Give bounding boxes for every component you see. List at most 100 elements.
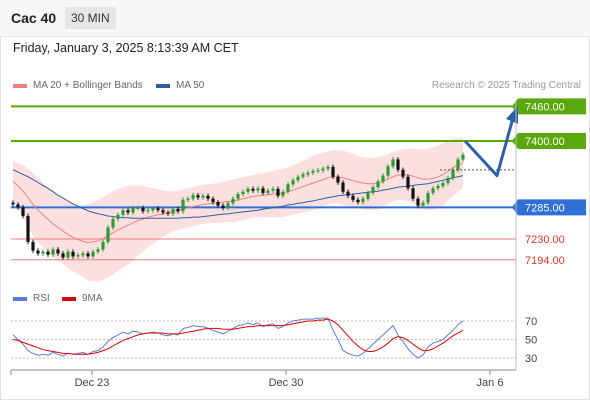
candle-body bbox=[56, 249, 60, 254]
candle-body bbox=[351, 195, 355, 200]
candle-body bbox=[201, 195, 205, 198]
candle bbox=[121, 207, 125, 218]
x-tick-label: Jan 6 bbox=[477, 377, 504, 389]
candle-body bbox=[386, 166, 390, 176]
candle-body bbox=[196, 195, 200, 198]
candle bbox=[96, 247, 100, 255]
candle-body bbox=[86, 253, 90, 257]
candle-body bbox=[221, 205, 225, 208]
candle-body bbox=[311, 170, 315, 173]
candle bbox=[281, 189, 285, 199]
candle-body bbox=[286, 184, 290, 192]
candle bbox=[31, 239, 35, 253]
candle-body bbox=[451, 169, 455, 178]
candle-body bbox=[446, 177, 450, 184]
level-tag-bg bbox=[512, 98, 586, 115]
candle bbox=[141, 205, 145, 214]
candle-body bbox=[281, 191, 285, 196]
candle bbox=[91, 249, 95, 259]
legend-rsi-swatch bbox=[13, 296, 27, 301]
candle bbox=[66, 249, 70, 260]
candle-body bbox=[211, 198, 215, 203]
candle-body bbox=[226, 203, 230, 208]
candle-body bbox=[276, 188, 280, 196]
candle bbox=[306, 170, 310, 177]
candle-body bbox=[116, 214, 120, 219]
candle-body bbox=[26, 215, 30, 242]
candle-body bbox=[146, 210, 150, 212]
candle-body bbox=[356, 199, 360, 203]
candle-body bbox=[51, 249, 55, 255]
candle bbox=[271, 186, 275, 193]
candle-body bbox=[81, 253, 85, 256]
candle bbox=[111, 216, 115, 230]
candle bbox=[181, 197, 185, 214]
candle bbox=[71, 249, 75, 259]
bollinger-band bbox=[13, 137, 463, 282]
candle-body bbox=[306, 172, 310, 175]
candle-body bbox=[406, 176, 410, 189]
candle bbox=[106, 225, 110, 245]
candle-body bbox=[151, 208, 155, 211]
candle-body bbox=[291, 180, 295, 185]
projection-arrow bbox=[463, 117, 515, 178]
candle bbox=[131, 205, 135, 215]
candle bbox=[336, 174, 340, 185]
level-label: 7285.00 bbox=[525, 202, 565, 214]
candle-body bbox=[366, 192, 370, 199]
candle bbox=[301, 172, 305, 180]
candle bbox=[296, 174, 300, 183]
candle bbox=[161, 207, 165, 215]
level-tag-7285.00: 7285.00 bbox=[512, 199, 586, 216]
candle-body bbox=[401, 169, 405, 177]
candle-body bbox=[181, 199, 185, 212]
candle-body bbox=[66, 251, 70, 258]
candle-body bbox=[416, 198, 420, 206]
candle bbox=[376, 179, 380, 190]
candle bbox=[251, 186, 255, 193]
candle bbox=[76, 252, 80, 259]
candle bbox=[436, 183, 440, 191]
candle bbox=[126, 207, 130, 215]
candle-body bbox=[411, 188, 415, 199]
candle-body bbox=[396, 159, 400, 170]
candle-body bbox=[186, 198, 190, 200]
candle bbox=[231, 196, 235, 206]
candle bbox=[346, 189, 350, 199]
level-label: 7400.00 bbox=[525, 136, 565, 148]
candle-body bbox=[441, 183, 445, 186]
candle-body bbox=[256, 188, 260, 191]
candle-body bbox=[161, 210, 165, 213]
candle-body bbox=[426, 192, 430, 203]
level-tag-bg bbox=[512, 132, 586, 149]
interval-button[interactable]: 30 MIN bbox=[65, 7, 116, 29]
rsi-9ma-line bbox=[12, 318, 464, 355]
candle bbox=[166, 210, 170, 216]
candle bbox=[266, 188, 270, 196]
candle-body bbox=[296, 176, 300, 181]
level-label: 7460.00 bbox=[525, 101, 565, 113]
rsi-tick-label: 50 bbox=[525, 335, 537, 347]
candle bbox=[366, 190, 370, 201]
candle bbox=[246, 186, 250, 195]
candle bbox=[311, 168, 315, 176]
candle-body bbox=[336, 176, 340, 183]
candle bbox=[256, 185, 260, 193]
research-credit: Research © 2025 Trading Central bbox=[431, 80, 581, 91]
legend-9ma: 9MA bbox=[62, 293, 103, 304]
candle bbox=[61, 251, 65, 260]
candle-body bbox=[11, 202, 15, 205]
candle bbox=[431, 185, 435, 196]
projection-arrow-head bbox=[506, 105, 518, 124]
candle bbox=[391, 157, 395, 169]
ma50-line bbox=[12, 169, 464, 219]
level-label: 7194.00 bbox=[525, 255, 565, 267]
candle bbox=[201, 193, 205, 200]
candle bbox=[371, 184, 375, 196]
candle-body bbox=[461, 154, 465, 160]
candle-body bbox=[71, 251, 75, 257]
timestamp: Friday, January 3, 2025 8:13:39 AM CET bbox=[13, 41, 239, 55]
candle bbox=[261, 185, 265, 196]
candle-body bbox=[231, 198, 235, 204]
